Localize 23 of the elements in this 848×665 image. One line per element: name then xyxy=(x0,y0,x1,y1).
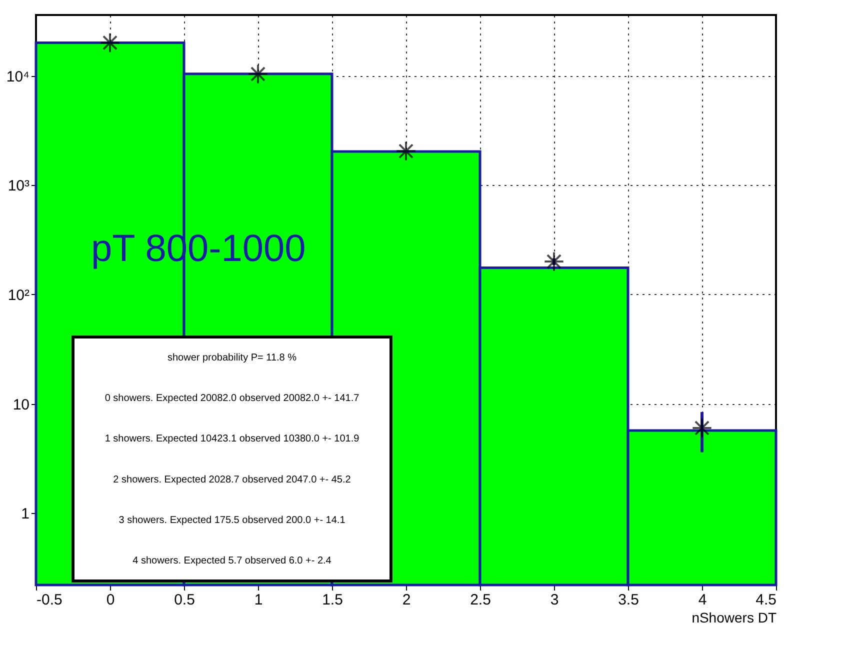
annotation: 0 showers. Expected 20082.0 observed 20082.0 +- 141.7 xyxy=(104,393,360,404)
annotation: 3 showers. Expected 175.5 observed 200.0 +- 14.1 xyxy=(118,515,346,526)
annotation: 1 showers. Expected 10423.1 observed 10380.0 +- 101.9 xyxy=(104,434,360,445)
x-tick-label: 2.5 xyxy=(470,592,491,608)
x-tick-label: 3.5 xyxy=(618,592,639,608)
x-tick-label: 0.5 xyxy=(174,592,195,608)
annotation: shower probability P= 11.8 % xyxy=(167,352,297,364)
x-tick-label: 2 xyxy=(402,592,411,608)
x-tick-label: 4.5 xyxy=(756,592,776,608)
x-axis-title: nShowers DT xyxy=(692,610,777,626)
x-tick-label: 4 xyxy=(698,592,707,608)
y-tick-label: 10 xyxy=(12,396,30,414)
y-tick-label: 10⁴ xyxy=(6,68,30,86)
annotation: 2 showers. Expected 2028.7 observed 2047.0 +- 45.2 xyxy=(113,474,352,486)
x-tick-label: 1.5 xyxy=(322,592,343,608)
x-tick-label: 1 xyxy=(254,592,263,608)
y-tick-label: 10² xyxy=(8,286,30,304)
y-tick-label: 1 xyxy=(21,506,30,523)
x-tick-label: 0 xyxy=(106,592,115,608)
annotation: 4 showers. Expected 5.7 observed 6.0 +- 2.4 xyxy=(132,556,332,567)
x-tick-label: 3 xyxy=(550,592,559,608)
x-tick-label: -0.5 xyxy=(36,592,62,608)
y-tick-label: 10³ xyxy=(8,178,30,195)
